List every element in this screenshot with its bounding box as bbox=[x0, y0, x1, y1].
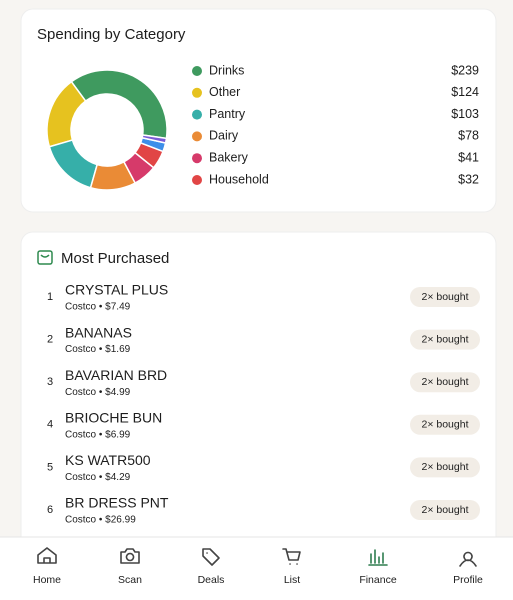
legend-label: Dairy bbox=[209, 129, 239, 143]
nav-icon bbox=[368, 549, 388, 566]
legend: Drinks $239 Other $124 Pantry $103 Dairy $78 Bak… bbox=[192, 63, 479, 186]
legend-dot bbox=[192, 87, 202, 98]
nav-item[interactable]: List bbox=[282, 548, 301, 586]
item-detail: Costco • $4.99 bbox=[65, 387, 131, 398]
item-name: BRIOCHE BUN bbox=[65, 410, 162, 426]
legend-label: Other bbox=[209, 85, 240, 99]
badge bbox=[410, 457, 480, 478]
rank: 6 bbox=[47, 504, 53, 516]
legend-value: $239 bbox=[451, 63, 479, 77]
badge-text: 2× bought bbox=[421, 376, 468, 388]
nav-label: Finance bbox=[359, 574, 397, 586]
legend-dot bbox=[192, 153, 202, 164]
nav-icon bbox=[202, 548, 220, 566]
item-detail: Costco • $26.99 bbox=[65, 515, 136, 526]
item-name: BANANAS bbox=[65, 324, 132, 340]
legend-value: $78 bbox=[458, 129, 479, 143]
legend-value: $32 bbox=[458, 172, 479, 186]
legend-value: $124 bbox=[451, 85, 479, 99]
badge-text: 2× bought bbox=[421, 333, 468, 345]
nav-item[interactable]: Profile bbox=[453, 551, 483, 586]
item-name: CRYSTAL PLUS bbox=[65, 282, 168, 298]
bag-icon bbox=[37, 250, 53, 265]
bottom-nav bbox=[0, 537, 513, 600]
legend-dot bbox=[192, 66, 202, 76]
badge bbox=[410, 287, 480, 307]
donut-slice bbox=[141, 134, 168, 144]
item-detail: Costco • $7.49 bbox=[65, 302, 131, 313]
nav-label: List bbox=[284, 574, 300, 586]
badge-text: 2× bought bbox=[421, 419, 468, 431]
legend-value: $41 bbox=[458, 150, 479, 164]
nav-icon bbox=[37, 547, 57, 564]
legend-value: $103 bbox=[451, 107, 479, 121]
item-name: BAVARIAN BRD bbox=[65, 367, 167, 383]
nav-icon bbox=[459, 551, 477, 567]
rank: 1 bbox=[47, 291, 53, 303]
nav-item[interactable]: Home bbox=[33, 547, 61, 586]
badge bbox=[410, 329, 480, 350]
nav-icon bbox=[120, 548, 140, 564]
badge-text: 2× bought bbox=[421, 504, 468, 516]
nav-icon bbox=[282, 548, 301, 565]
item-name: KS WATR500 bbox=[65, 452, 151, 468]
legend-label: Drinks bbox=[209, 63, 244, 77]
section-title: Most Purchased bbox=[61, 250, 169, 267]
item-name: BR DRESS PNT bbox=[65, 495, 169, 511]
legend-label: Household bbox=[209, 172, 269, 186]
item-detail: Costco • $4.29 bbox=[65, 472, 131, 483]
nav-item[interactable]: Finance bbox=[359, 549, 397, 586]
rank: 4 bbox=[47, 419, 53, 431]
nav-item[interactable]: Deals bbox=[198, 548, 225, 586]
nav-label: Home bbox=[33, 574, 61, 586]
badge bbox=[410, 414, 480, 435]
item-detail: Costco • $6.99 bbox=[65, 429, 131, 440]
nav-items: Home Scan Deals List Finance Profile bbox=[33, 547, 483, 586]
legend-dot bbox=[192, 175, 202, 185]
rank: 2 bbox=[47, 334, 53, 346]
purchase-list: 1 CRYSTAL PLUS Costco • $7.49 2× bought 2 BAN… bbox=[47, 282, 480, 526]
nav-label: Profile bbox=[453, 574, 483, 586]
legend-label: Bakery bbox=[209, 150, 249, 164]
badge-text: 2× bought bbox=[421, 461, 468, 473]
nav-label: Scan bbox=[118, 574, 142, 586]
item-detail: Costco • $1.69 bbox=[65, 344, 131, 355]
legend-label: Pantry bbox=[209, 107, 246, 121]
badge-text: 2× bought bbox=[421, 291, 468, 303]
rank: 5 bbox=[47, 461, 53, 473]
legend-dot bbox=[192, 131, 202, 142]
nav-label: Deals bbox=[198, 574, 225, 586]
donut-slice bbox=[70, 69, 168, 140]
card-title: Spending by Category bbox=[37, 26, 186, 43]
legend-dot bbox=[192, 109, 202, 120]
badge bbox=[410, 372, 480, 393]
rank: 3 bbox=[47, 376, 53, 388]
donut-chart bbox=[46, 69, 168, 191]
badge bbox=[410, 500, 480, 520]
nav-item[interactable]: Scan bbox=[118, 548, 142, 586]
